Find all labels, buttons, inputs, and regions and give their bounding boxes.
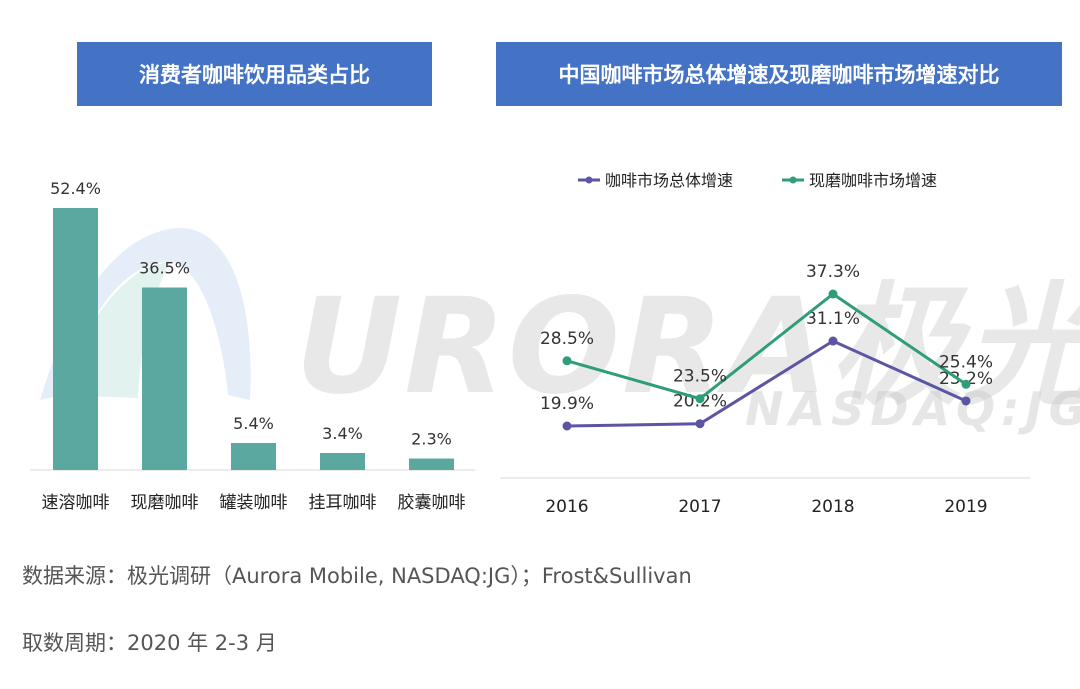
- bar-chart: 52.4% 速溶咖啡 36.5% 现磨咖啡 5.4% 罐装咖啡 3.4% 挂耳咖啡 2.3% 胶囊…: [30, 179, 475, 513]
- line-chart-title: 中国咖啡市场总体增速及现磨咖啡市场增速对比: [496, 42, 1062, 106]
- bar-category-label-2: 罐装咖啡: [220, 493, 288, 513]
- bar-value-label-3: 3.4%: [322, 424, 363, 443]
- series-1-point-1: [695, 394, 705, 404]
- bar-value-label-2: 5.4%: [233, 414, 274, 433]
- bar-2: [231, 443, 276, 470]
- series-1-point-0: [562, 356, 572, 366]
- series-0-point-2: [828, 336, 838, 346]
- bar-category-label-4: 胶囊咖啡: [398, 493, 466, 513]
- bar-3: [320, 453, 365, 470]
- period-note: 取数周期：2020 年 2-3 月: [22, 631, 277, 655]
- x-tick-label-2: 2018: [811, 497, 854, 517]
- bar-category-label-1: 现磨咖啡: [131, 493, 199, 513]
- series-0-point-3: [961, 396, 971, 406]
- bar-value-label-4: 2.3%: [411, 430, 452, 449]
- series-line-0: [566, 339, 967, 428]
- bar-value-label-1: 36.5%: [139, 259, 190, 278]
- legend-marker-0: [585, 176, 593, 184]
- bar-value-label-0: 52.4%: [50, 179, 101, 198]
- bar-1: [142, 287, 187, 470]
- bar-4: [409, 458, 454, 470]
- legend-label-1: 现磨咖啡市场增速: [809, 171, 937, 190]
- series-0-point-0: [562, 421, 572, 431]
- series-1-label-3: 25.4%: [939, 352, 993, 372]
- series-1-label-1: 23.5%: [673, 367, 727, 387]
- series-line-1: [566, 292, 967, 401]
- x-tick-label-1: 2017: [678, 497, 721, 517]
- bar-0: [53, 208, 98, 470]
- series-0-point-1: [695, 419, 705, 429]
- series-1-label-0: 28.5%: [540, 329, 594, 349]
- source-note: 数据来源：极光调研（Aurora Mobile, NASDAQ:JG）；Fros…: [22, 564, 692, 588]
- x-tick-label-3: 2019: [944, 497, 987, 517]
- series-1-label-2: 37.3%: [806, 262, 860, 282]
- series-0-label-0: 19.9%: [540, 394, 594, 414]
- series-1-point-3: [961, 379, 971, 389]
- x-tick-label-0: 2016: [545, 497, 588, 517]
- bar-category-label-0: 速溶咖啡: [42, 493, 110, 513]
- bar-chart-title: 消费者咖啡饮用品类占比: [77, 42, 432, 106]
- bar-category-label-3: 挂耳咖啡: [309, 493, 377, 513]
- series-0-label-2: 31.1%: [806, 309, 860, 329]
- series-1-point-2: [828, 289, 838, 299]
- legend-marker-1: [789, 176, 797, 184]
- legend-label-0: 咖啡市场总体增速: [605, 171, 733, 190]
